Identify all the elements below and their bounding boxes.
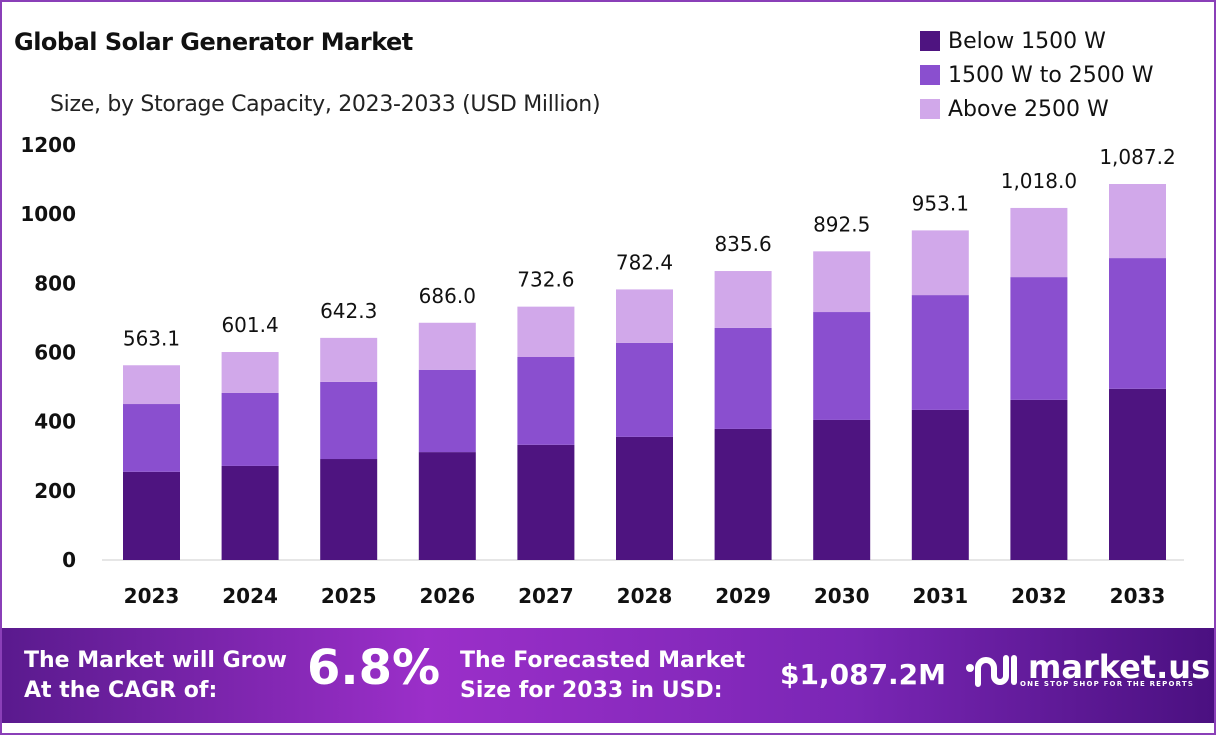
data-label: 686.0 bbox=[419, 284, 476, 308]
x-tick-label: 2026 bbox=[419, 584, 475, 608]
y-tick-label: 600 bbox=[34, 341, 76, 365]
forecast-label: The Forecasted Market Size for 2033 in US… bbox=[460, 648, 746, 703]
bar-segment-2026-0 bbox=[418, 452, 476, 560]
bar-segment-2027-1 bbox=[517, 356, 575, 445]
bar-segment-2023-1 bbox=[123, 404, 180, 472]
bar-segment-2025-0 bbox=[320, 459, 378, 560]
chart-subtitle: Size, by Storage Capacity, 2023-2033 (US… bbox=[50, 92, 601, 117]
data-label: 1,087.2 bbox=[1099, 145, 1175, 169]
chart-title: Global Solar Generator Market bbox=[14, 28, 413, 56]
bar-segment-2024-2 bbox=[221, 352, 279, 393]
x-tick-label: 2025 bbox=[321, 584, 377, 608]
bar-segment-2033-1 bbox=[1109, 258, 1166, 389]
bar-segment-2030-0 bbox=[813, 419, 871, 560]
bar-segment-2024-1 bbox=[221, 392, 279, 466]
bar-segment-2026-2 bbox=[418, 322, 476, 370]
bar-segment-2028-2 bbox=[616, 289, 673, 343]
y-tick-label: 200 bbox=[34, 479, 76, 503]
legend-label: Above 2500 W bbox=[948, 96, 1109, 122]
legend: Below 1500 W 1500 W to 2500 W Above 2500… bbox=[920, 24, 1154, 126]
y-tick-label: 1200 bbox=[20, 133, 76, 157]
bar-segment-2026-1 bbox=[418, 369, 476, 453]
footer-banner: The Market will Grow At the CAGR of: 6.8%… bbox=[2, 628, 1214, 723]
x-tick-label: 2031 bbox=[912, 584, 968, 608]
x-tick-label: 2032 bbox=[1011, 584, 1067, 608]
data-label: 953.1 bbox=[912, 191, 969, 215]
bar-segment-2033-2 bbox=[1109, 184, 1166, 259]
y-tick-label: 800 bbox=[34, 271, 76, 295]
bar-segment-2028-1 bbox=[616, 342, 673, 437]
logo-text: market.us bbox=[1028, 648, 1211, 686]
bar-segment-2032-2 bbox=[1010, 207, 1068, 278]
logo-icon bbox=[966, 655, 1017, 687]
bar-segment-2031-0 bbox=[911, 409, 969, 560]
bar-segment-2032-1 bbox=[1010, 277, 1068, 400]
bar-segment-2028-0 bbox=[616, 436, 673, 560]
bar-segment-2027-2 bbox=[517, 306, 575, 357]
x-tick-label: 2024 bbox=[222, 584, 278, 608]
x-tick-label: 2028 bbox=[617, 584, 673, 608]
logo-tagline: ONE STOP SHOP FOR THE REPORTS bbox=[1020, 680, 1195, 688]
bar-segment-2031-1 bbox=[911, 295, 969, 410]
bar-segment-2029-1 bbox=[714, 327, 772, 429]
bar-segment-2024-0 bbox=[221, 465, 279, 560]
data-label: 732.6 bbox=[517, 268, 574, 292]
legend-swatch bbox=[920, 65, 940, 85]
cagr-value: 6.8% bbox=[307, 640, 441, 696]
data-label: 782.4 bbox=[616, 250, 673, 274]
bar-segment-2027-0 bbox=[517, 444, 575, 560]
data-label: 601.4 bbox=[221, 313, 278, 337]
bar-segment-2030-2 bbox=[813, 251, 871, 313]
x-tick-label: 2029 bbox=[715, 584, 771, 608]
data-label: 1,018.0 bbox=[1001, 169, 1077, 193]
bar-segment-2029-2 bbox=[714, 271, 772, 328]
bar-segment-2030-1 bbox=[813, 312, 871, 420]
bar-segment-2025-1 bbox=[320, 381, 378, 460]
bar-segment-2031-2 bbox=[911, 230, 969, 296]
market-us-logo: market.us ONE STOP SHOP FOR THE REPORTS bbox=[964, 650, 1210, 690]
bar-segment-2032-0 bbox=[1010, 399, 1068, 560]
legend-label: 1500 W to 2500 W bbox=[948, 62, 1154, 88]
x-tick-label: 2033 bbox=[1110, 584, 1166, 608]
data-label: 563.1 bbox=[123, 326, 180, 350]
data-label: 642.3 bbox=[320, 299, 377, 323]
cagr-label: The Market will Grow At the CAGR of: bbox=[24, 648, 287, 703]
x-tick-label: 2030 bbox=[814, 584, 870, 608]
x-tick-label: 2027 bbox=[518, 584, 574, 608]
data-label: 835.6 bbox=[714, 232, 771, 256]
x-tick-label: 2023 bbox=[124, 584, 180, 608]
legend-swatch bbox=[920, 99, 940, 119]
forecast-value: $1,087.2M bbox=[780, 658, 947, 691]
plot-area: 0 200 400 600 800 1000 1200 563.1 2023 601.4 2024 6… bbox=[20, 133, 1184, 608]
legend-item-above-2500: Above 2500 W bbox=[920, 92, 1154, 126]
y-tick-label: 1000 bbox=[20, 202, 76, 226]
y-tick-label: 400 bbox=[34, 410, 76, 434]
bar-segment-2033-0 bbox=[1109, 388, 1166, 560]
bar-segment-2025-2 bbox=[320, 337, 378, 382]
legend-item-below-1500: Below 1500 W bbox=[920, 24, 1154, 58]
legend-item-1500-2500: 1500 W to 2500 W bbox=[920, 58, 1154, 92]
bar-segment-2023-2 bbox=[123, 365, 180, 405]
legend-swatch bbox=[920, 31, 940, 51]
bar-segment-2029-0 bbox=[714, 428, 772, 560]
y-tick-label: 0 bbox=[62, 548, 76, 572]
legend-label: Below 1500 W bbox=[948, 28, 1106, 54]
data-label: 892.5 bbox=[813, 212, 870, 236]
bar-segment-2023-0 bbox=[123, 471, 180, 560]
